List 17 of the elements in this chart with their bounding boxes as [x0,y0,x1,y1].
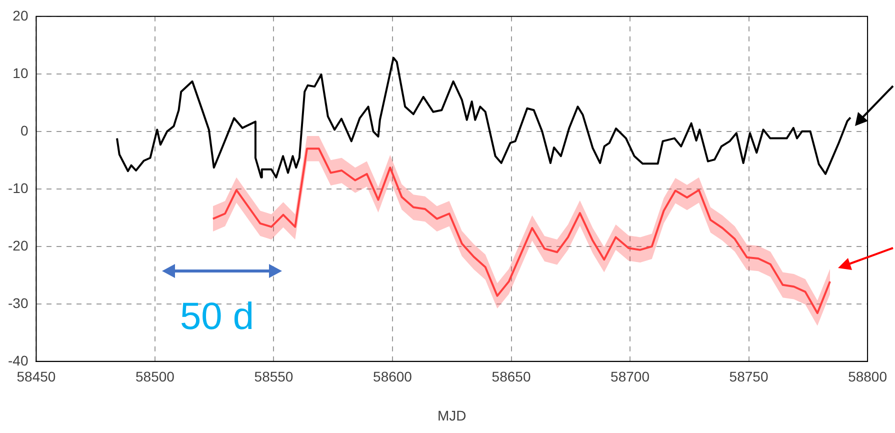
y-tick-label: -30 [8,294,28,311]
y-tick-label: 20 [12,7,28,24]
y-tick-label: -20 [8,237,28,254]
y-tick-label: -10 [8,180,28,196]
x-tick-label: 58750 [729,368,768,385]
x-tick-label: 58550 [254,368,294,385]
annotation: 50 d [180,296,254,338]
x-tick-label: 58450 [16,368,56,385]
x-tick-label: 58650 [492,368,531,385]
x-tick-label: 58800 [848,368,888,385]
y-tick-label: 0 [20,122,28,138]
x-axis-title: MJD [437,407,466,424]
x-tick-label: 58500 [136,368,175,385]
y-tick-label: -40 [8,352,28,368]
y-tick-label: 10 [12,64,28,81]
x-tick-label: 58600 [373,368,412,385]
x-tick-label: 58700 [610,368,650,385]
